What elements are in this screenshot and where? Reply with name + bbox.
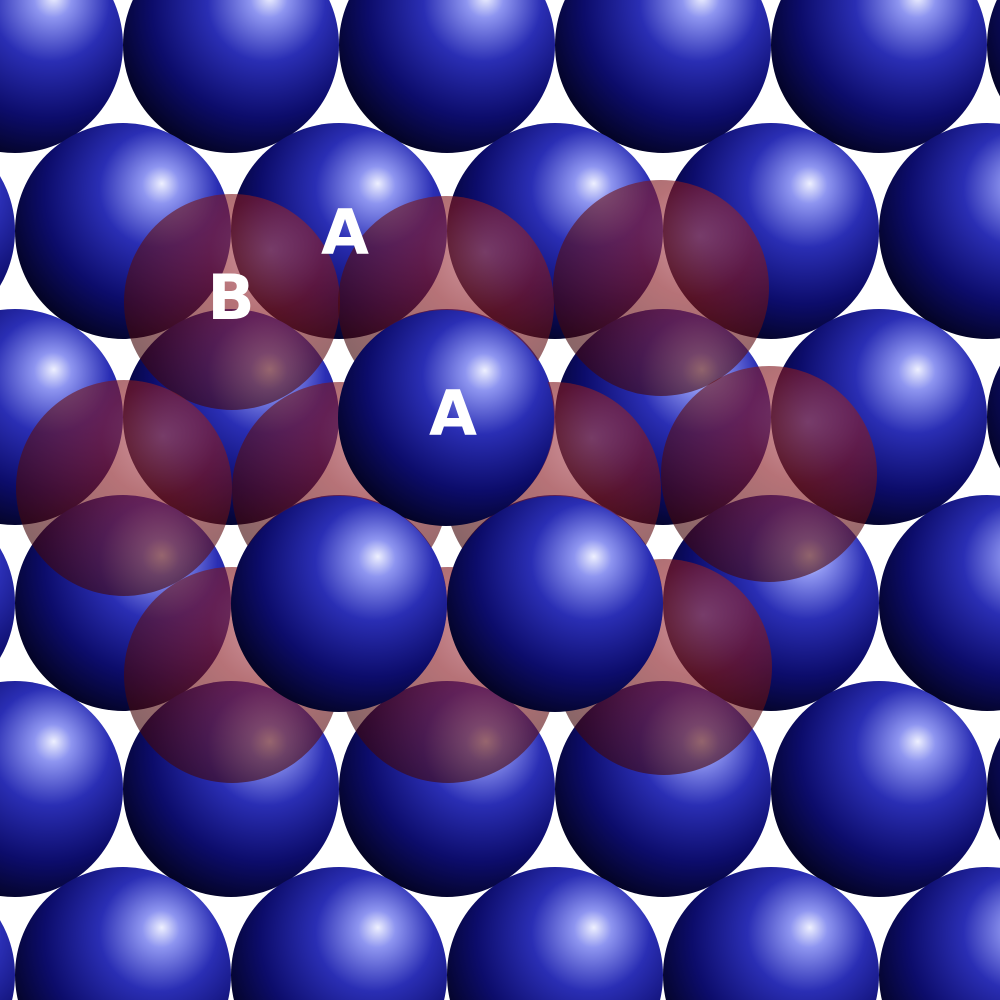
sphere-layer-a [0, 548, 15, 658]
sphere-layer-a-top [447, 496, 663, 712]
sphere-layer-a [879, 495, 1000, 711]
layer-label-b: B [207, 261, 254, 334]
sphere-layer-a [0, 176, 15, 286]
sphere-layer-a [771, 681, 987, 897]
sphere-layer-a [339, 0, 555, 153]
sphere-layer-a-top [231, 496, 447, 712]
layer-label-center-a: A [429, 377, 477, 450]
sphere-layer-a-top [338, 310, 554, 526]
sphere-layer-a [987, 365, 1000, 469]
layer-label-upper-a: A [321, 196, 369, 269]
sphere-layer-b [661, 366, 877, 582]
sphere-layer-b [553, 180, 769, 396]
sphere-layer-a [663, 867, 879, 1000]
sphere-layer-a [879, 123, 1000, 339]
sphere-layer-a [987, 737, 1000, 841]
sphere-layer-a [555, 0, 771, 153]
sphere-layer-b [124, 194, 340, 410]
sphere-layer-a [0, 920, 15, 1000]
sphere-layer-a [771, 0, 987, 153]
sphere-layer-a [231, 867, 447, 1000]
sphere-layer-a [123, 0, 339, 153]
sphere-layer-a [879, 867, 1000, 1000]
sphere-layer-a [15, 867, 231, 1000]
top-layer-a-spheres [231, 310, 663, 712]
sphere-layer-b [16, 380, 232, 596]
sphere-layer-a [447, 867, 663, 1000]
sphere-layer-a [0, 681, 123, 897]
sphere-layer-a [987, 0, 1000, 97]
sphere-layer-a [0, 0, 123, 153]
